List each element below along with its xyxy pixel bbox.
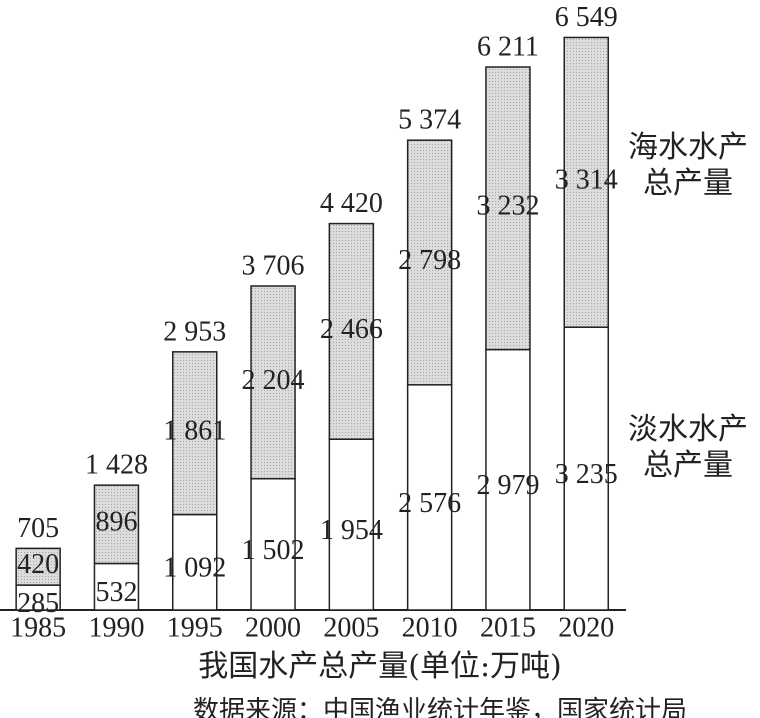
total-label: 5 374 xyxy=(398,105,461,136)
value-label: 1 092 xyxy=(163,553,226,584)
bar-segment xyxy=(328,222,375,440)
bar-segment xyxy=(406,139,453,386)
bar-segment xyxy=(172,351,218,516)
value-label: 1 954 xyxy=(320,515,383,546)
total-label: 705 xyxy=(17,513,59,544)
value-label: 532 xyxy=(95,577,137,608)
x-tick-label: 2000 xyxy=(245,612,301,643)
bar-segment xyxy=(172,513,218,611)
legend-label: 淡水水产总产量 xyxy=(628,412,748,483)
x-tick-label: 1995 xyxy=(167,612,223,643)
x-tick-label: 2010 xyxy=(402,612,458,643)
value-label: 285 xyxy=(17,588,59,619)
bar-segment xyxy=(15,547,61,586)
value-label: 3 232 xyxy=(476,191,539,222)
bar-segment xyxy=(93,484,140,565)
value-label: 420 xyxy=(17,549,59,580)
value-label: 2 979 xyxy=(476,470,539,501)
bar-segment xyxy=(250,285,296,480)
x-tick-label: 2005 xyxy=(323,612,379,643)
value-label: 1 861 xyxy=(163,416,226,447)
total-label: 6 549 xyxy=(555,2,618,33)
value-label: 2 466 xyxy=(320,314,383,345)
bar-segment xyxy=(328,438,375,611)
value-label: 3 235 xyxy=(555,459,618,490)
bar-segment xyxy=(250,477,296,611)
total-label: 3 706 xyxy=(242,250,305,281)
bar-segment xyxy=(406,384,453,611)
caption: 我国水产总产量(单位:万吨) xyxy=(198,649,562,684)
value-label: 2 798 xyxy=(398,245,461,276)
source: 数据来源：中国渔业统计年鉴，国家统计局 xyxy=(193,696,687,718)
x-tick-label: 1990 xyxy=(88,612,144,643)
total-label: 1 428 xyxy=(85,450,148,481)
x-tick-label: 1985 xyxy=(10,612,66,643)
total-label: 6 211 xyxy=(477,31,539,62)
value-label: 2 576 xyxy=(398,488,461,519)
total-label: 4 420 xyxy=(320,188,383,219)
total-label: 2 953 xyxy=(163,316,226,347)
bar-segment xyxy=(485,66,531,351)
bar-segment xyxy=(485,348,531,611)
value-label: 1 502 xyxy=(242,535,305,566)
value-label: 2 204 xyxy=(242,365,305,396)
bar-segment xyxy=(15,584,61,611)
legend-label: 海水水产总产量 xyxy=(628,130,748,201)
value-label: 3 314 xyxy=(555,165,618,196)
bar-segment xyxy=(563,326,609,611)
x-tick-label: 2020 xyxy=(558,612,614,643)
value-label: 896 xyxy=(95,507,137,538)
x-tick-label: 2015 xyxy=(480,612,536,643)
bar-segment xyxy=(563,36,609,328)
